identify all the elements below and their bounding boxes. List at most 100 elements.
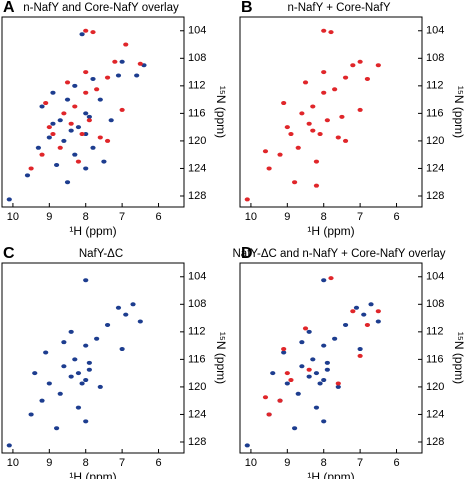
peak xyxy=(137,319,143,324)
peak xyxy=(50,132,56,137)
y-tick-label: 112 xyxy=(426,326,444,338)
panel-title: NafY-ΔC xyxy=(79,248,123,260)
peak xyxy=(68,121,74,126)
plot-frame xyxy=(239,16,423,208)
y-tick-label: 112 xyxy=(426,80,444,92)
peak xyxy=(61,111,67,116)
peak xyxy=(6,197,12,202)
x-tick-label: 10 xyxy=(7,211,19,223)
peak xyxy=(335,384,341,389)
peak xyxy=(123,312,129,317)
peak xyxy=(43,101,49,106)
peak xyxy=(375,309,381,314)
peak xyxy=(39,398,45,403)
x-tick-label: 6 xyxy=(393,457,399,469)
peak xyxy=(335,381,341,386)
peak xyxy=(119,347,125,352)
peak xyxy=(57,118,63,123)
peak xyxy=(83,378,89,383)
peak xyxy=(310,128,316,133)
peak xyxy=(284,125,290,130)
peak xyxy=(244,197,250,202)
peak xyxy=(97,135,103,140)
peak xyxy=(101,159,107,164)
peak xyxy=(28,412,34,417)
peak xyxy=(313,183,320,188)
peak xyxy=(64,180,71,185)
y-tick-label: 120 xyxy=(426,381,444,393)
peak xyxy=(68,128,74,133)
x-tick-label: 8 xyxy=(321,211,327,223)
peak xyxy=(46,125,52,130)
peak xyxy=(83,70,89,75)
peak xyxy=(328,30,334,35)
peak xyxy=(24,173,31,178)
peak xyxy=(262,149,269,154)
peak xyxy=(115,305,122,310)
y-tick-label: 124 xyxy=(426,408,444,420)
peak xyxy=(306,374,312,379)
peak xyxy=(357,59,363,64)
peak xyxy=(83,278,89,283)
y-tick-label: 104 xyxy=(426,271,444,283)
y-tick-label: 124 xyxy=(188,162,206,174)
x-axis-label: ¹H (ppm) xyxy=(307,470,354,479)
peak xyxy=(83,90,89,95)
peak xyxy=(364,76,370,81)
peak xyxy=(86,360,92,365)
peak xyxy=(292,426,298,431)
peak xyxy=(299,111,305,116)
peak xyxy=(75,371,82,376)
peak xyxy=(54,426,60,431)
x-tick-label: 6 xyxy=(393,211,399,223)
peak xyxy=(321,278,327,283)
peak xyxy=(86,118,92,123)
peak xyxy=(321,343,327,348)
y-axis-label: ¹⁵N (ppm) xyxy=(214,86,228,138)
peak xyxy=(108,118,114,123)
peak xyxy=(57,145,63,150)
peak xyxy=(54,163,60,168)
peak xyxy=(90,76,96,81)
peak xyxy=(321,419,327,424)
peak xyxy=(115,73,122,78)
x-tick-label: 9 xyxy=(284,457,290,469)
peak xyxy=(94,87,100,92)
peak xyxy=(353,305,360,310)
peak xyxy=(306,121,312,126)
peak xyxy=(324,367,330,372)
peak xyxy=(310,104,316,109)
y-tick-label: 120 xyxy=(426,135,444,147)
y-tick-label: 104 xyxy=(426,25,444,37)
peak xyxy=(342,75,349,80)
peak xyxy=(302,80,309,85)
peak xyxy=(83,28,89,33)
peak xyxy=(39,152,45,157)
y-tick-label: 112 xyxy=(188,326,206,338)
peak xyxy=(68,329,74,334)
peak xyxy=(277,152,283,157)
x-tick-label: 10 xyxy=(245,211,257,223)
y-tick-label: 116 xyxy=(188,353,206,365)
peak xyxy=(72,357,78,362)
y-tick-label: 128 xyxy=(426,190,444,202)
peak xyxy=(75,125,82,130)
peak xyxy=(86,367,92,372)
x-axis-label: ¹H (ppm) xyxy=(69,470,116,479)
panel-letter: D xyxy=(241,245,253,262)
peak xyxy=(90,145,96,150)
peak xyxy=(266,412,272,417)
peak xyxy=(321,90,327,95)
x-tick-label: 9 xyxy=(46,211,52,223)
peak xyxy=(97,384,103,389)
peak xyxy=(310,357,316,362)
peak xyxy=(281,101,287,106)
peak xyxy=(295,391,301,396)
peak xyxy=(350,309,356,314)
peak xyxy=(281,350,287,355)
x-tick-label: 10 xyxy=(245,457,257,469)
peak xyxy=(284,371,290,376)
y-tick-label: 104 xyxy=(188,271,206,283)
peak xyxy=(104,322,111,327)
